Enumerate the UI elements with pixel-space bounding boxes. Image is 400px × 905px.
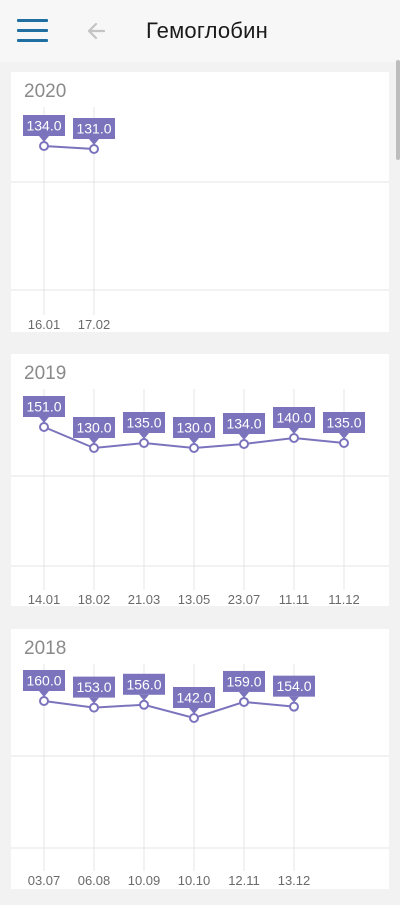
value-label-pointer	[339, 433, 349, 439]
value-label-bubble	[23, 396, 65, 417]
hamburger-menu-icon[interactable]	[14, 16, 52, 46]
chart-year-title: 2019	[24, 363, 67, 384]
data-point[interactable]	[239, 439, 249, 449]
value-label-bubble	[73, 118, 115, 139]
x-tick-label: 16.01	[28, 317, 61, 332]
value-label-pointer	[289, 428, 299, 434]
value-label: 142.0	[176, 690, 211, 706]
value-label-bubble	[223, 670, 265, 692]
chart-year-title: 2018	[24, 638, 67, 659]
value-label: 154.0	[276, 678, 311, 694]
value-label: 135.0	[126, 415, 161, 431]
line-chart-2018: 160.0 03.07 153.0 06.08 156.0 10.09 142.0 10.10…	[11, 664, 389, 888]
data-point[interactable]	[89, 443, 99, 453]
value-label: 151.0	[26, 399, 61, 415]
value-label-pointer	[189, 438, 199, 444]
value-label: 130.0	[76, 420, 111, 436]
x-tick-label: 14.01	[28, 592, 61, 606]
value-label-pointer	[39, 691, 49, 697]
chart-card-2018: 2018 160.0 03.07 153.0 06.08 156.0 10.09 142.0…	[11, 629, 389, 889]
value-label: 156.0	[126, 676, 161, 692]
value-label-pointer	[139, 433, 149, 439]
value-label-bubble	[23, 115, 65, 136]
x-tick-label: 13.12	[278, 873, 311, 888]
value-label: 153.0	[76, 679, 111, 695]
data-point[interactable]	[89, 144, 99, 154]
value-label-pointer	[39, 136, 49, 142]
value-label-pointer	[189, 708, 199, 714]
value-label-pointer	[89, 697, 99, 704]
x-tick-label: 11.12	[328, 592, 360, 606]
chart-card-2020: 2020 134.0 16.01 131.0 17.02	[11, 72, 389, 332]
value-label: 140.0	[276, 410, 311, 426]
data-point[interactable]	[39, 422, 49, 432]
line-chart-2019: 151.0 14.01 130.0 18.02 135.0 21.03 130.0 13.05…	[11, 389, 389, 606]
x-tick-label: 23.07	[228, 592, 261, 606]
data-point[interactable]	[39, 696, 49, 706]
value-label-bubble	[173, 417, 215, 438]
value-label-pointer	[139, 694, 149, 701]
value-label-bubble	[23, 670, 65, 691]
value-label-bubble	[73, 676, 115, 698]
value-label-bubble	[223, 413, 265, 434]
x-tick-label: 13.05	[178, 592, 211, 606]
value-label: 130.0	[176, 420, 211, 436]
line-chart-2020: 134.0 16.01 131.0 17.02	[11, 107, 389, 332]
x-tick-label: 12.11	[228, 873, 260, 888]
data-point[interactable]	[139, 438, 149, 448]
data-point[interactable]	[339, 438, 349, 448]
data-point[interactable]	[239, 696, 249, 707]
value-label-bubble	[273, 407, 315, 428]
value-label-bubble	[73, 417, 115, 438]
data-point[interactable]	[189, 713, 199, 723]
x-tick-label: 03.07	[28, 873, 61, 888]
value-label: 134.0	[26, 118, 61, 134]
value-label-pointer	[289, 696, 299, 703]
data-point[interactable]	[289, 433, 299, 443]
value-label-bubble	[173, 687, 215, 708]
value-label-bubble	[273, 675, 315, 697]
chart-year-title: 2020	[24, 81, 67, 102]
x-tick-label: 11.11	[279, 592, 310, 606]
data-point[interactable]	[89, 702, 99, 713]
data-point[interactable]	[139, 699, 149, 710]
data-point[interactable]	[189, 443, 199, 453]
value-label-pointer	[89, 139, 99, 145]
value-label-pointer	[239, 691, 249, 698]
page-title: Гемоглобин	[146, 18, 268, 43]
x-tick-label: 21.03	[128, 592, 161, 606]
x-tick-label: 10.10	[178, 873, 211, 888]
value-label-pointer	[239, 434, 249, 440]
x-tick-label: 06.08	[78, 873, 111, 888]
x-tick-label: 10.09	[128, 873, 161, 888]
series-line	[43, 700, 295, 720]
arrow-left-icon[interactable]	[82, 16, 112, 46]
value-label: 131.0	[76, 121, 111, 137]
scrollbar[interactable]	[396, 60, 400, 160]
x-tick-label: 18.02	[78, 592, 111, 606]
value-label-bubble	[323, 412, 365, 433]
value-label-pointer	[39, 417, 49, 423]
value-label: 135.0	[326, 415, 361, 431]
value-label-bubble	[123, 412, 165, 433]
data-point[interactable]	[289, 701, 299, 712]
data-point[interactable]	[39, 141, 49, 151]
chart-card-2019: 2019 151.0 14.01 130.0 18.02 135.0 21.03 130.0…	[11, 354, 389, 606]
x-tick-label: 17.02	[78, 317, 111, 332]
value-label-bubble	[123, 673, 165, 695]
series-line	[43, 145, 95, 150]
value-label: 134.0	[226, 416, 261, 432]
value-label: 160.0	[26, 673, 61, 689]
app-bar: Гемоглобин	[0, 0, 400, 62]
value-label-pointer	[89, 438, 99, 444]
value-label: 159.0	[226, 673, 261, 689]
